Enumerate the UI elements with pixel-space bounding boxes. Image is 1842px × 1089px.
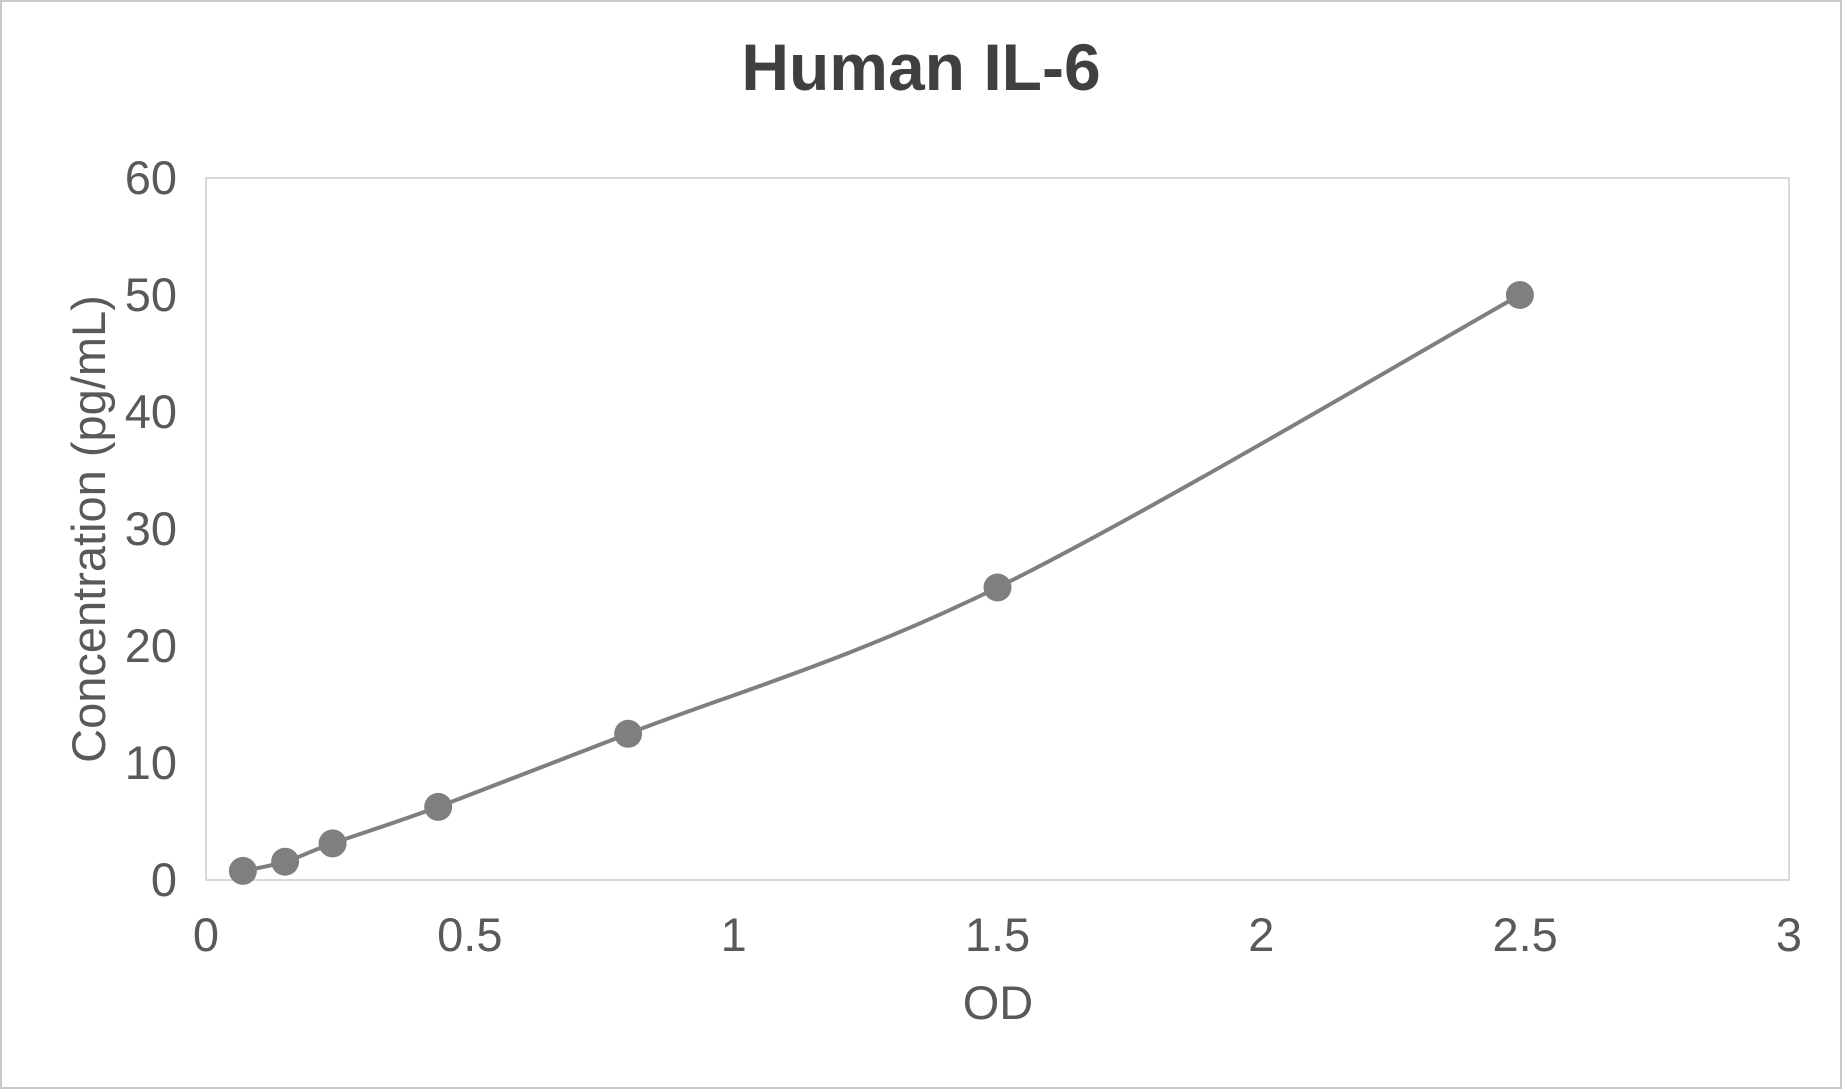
series-line: [240, 293, 1522, 873]
plot-border: [205, 177, 1790, 881]
x-tick-label: 1: [720, 908, 747, 961]
data-point-marker: [318, 829, 347, 858]
y-tick-label: 40: [124, 385, 177, 438]
x-tick-label: 1.5: [964, 908, 1031, 961]
data-point-marker: [614, 719, 643, 748]
y-tick-label: 0: [150, 853, 177, 906]
x-tick-label: 0: [192, 908, 220, 961]
data-point-marker: [424, 792, 453, 821]
x-tick-label: 0.5: [437, 908, 503, 961]
y-tick-label: 60: [124, 151, 177, 204]
data-point-marker: [228, 856, 257, 885]
data-point-marker: [271, 847, 300, 876]
x-tick-label: 2.5: [1492, 908, 1558, 961]
data-point-marker: [1505, 281, 1534, 309]
y-axis-title: Concentration (pg/mL): [62, 295, 115, 763]
x-tick-label: 3: [1775, 908, 1803, 961]
data-point-marker: [983, 573, 1012, 602]
y-tick-label: 10: [124, 736, 177, 789]
x-tick-label: 2: [1248, 908, 1275, 961]
chart-title: Human IL-6: [741, 30, 1101, 104]
data-points: [228, 281, 1534, 885]
x-axis-title: OD: [962, 976, 1034, 1029]
y-tick-label: 50: [124, 268, 177, 321]
y-tick-label: 20: [124, 619, 177, 672]
y-tick-label: 30: [124, 502, 177, 555]
